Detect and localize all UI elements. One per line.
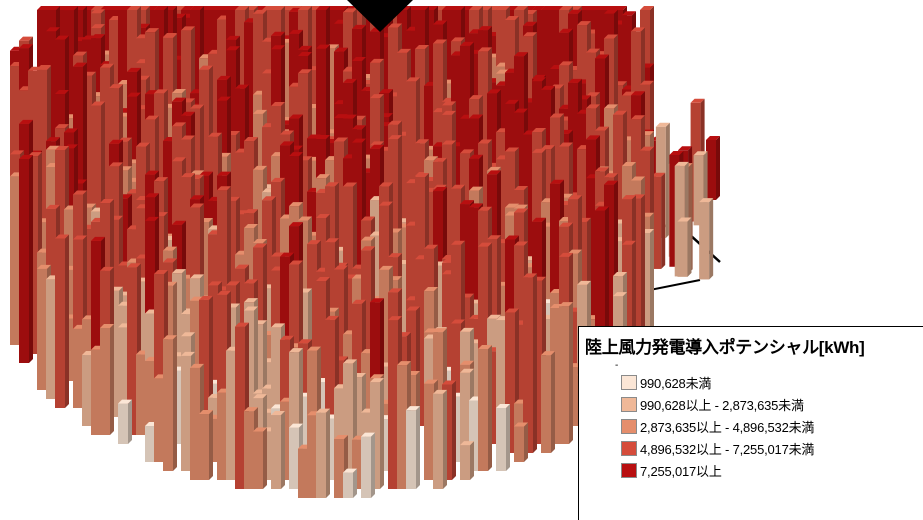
- potential-bars-layer: [10, 6, 720, 498]
- legend-label: 4,896,532以上 - 7,255,017未満: [640, 441, 815, 457]
- legend-swatch: [621, 418, 637, 434]
- legend-swatch: [621, 462, 637, 478]
- legend-item: 990,628未満: [621, 373, 711, 391]
- legend-item: 990,628以上 - 2,873,635未満: [621, 395, 804, 413]
- map-legend: 陸上風力発電導入ポテンシャル[kWh] - 990,628未満 990,628以…: [578, 326, 923, 520]
- legend-swatch: [621, 396, 637, 412]
- legend-swatch: [621, 374, 637, 390]
- legend-swatch: [621, 440, 637, 456]
- legend-title: 陸上風力発電導入ポテンシャル[kWh]: [585, 338, 865, 357]
- north-arrow-icon: [347, 0, 413, 32]
- legend-label: 2,873,635以上 - 4,896,532未満: [640, 419, 815, 435]
- legend-label: 7,255,017以上: [640, 463, 722, 479]
- legend-item: 2,873,635以上 - 4,896,532未満: [621, 417, 814, 435]
- legend-subtitle: -: [615, 360, 619, 371]
- legend-label: 990,628以上 - 2,873,635未満: [640, 397, 804, 413]
- legend-item: 7,255,017以上: [621, 461, 722, 479]
- legend-label: 990,628未満: [640, 375, 712, 391]
- legend-item: 4,896,532以上 - 7,255,017未満: [621, 439, 814, 457]
